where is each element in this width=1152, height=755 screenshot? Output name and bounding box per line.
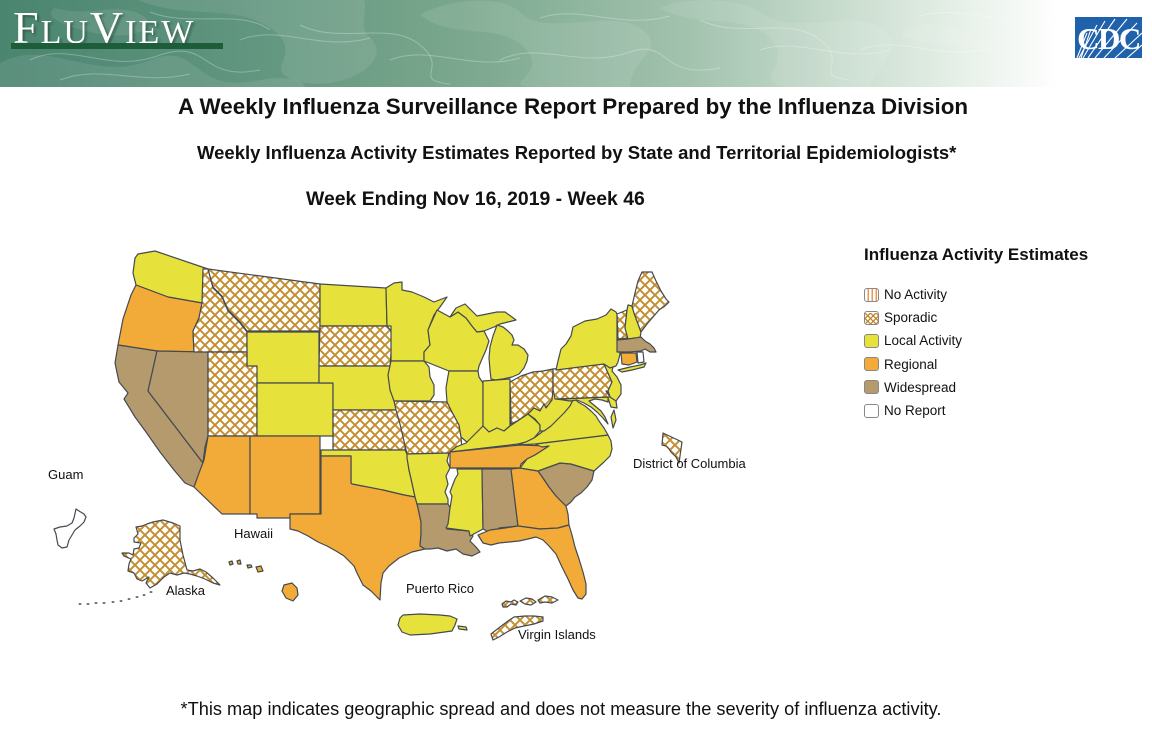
svg-text:Puerto Rico: Puerto Rico	[406, 581, 474, 596]
svg-text:District of Columbia: District of Columbia	[633, 456, 746, 471]
svg-text:Alaska: Alaska	[166, 583, 206, 598]
svg-text:Hawaii: Hawaii	[234, 526, 273, 541]
svg-text:Guam: Guam	[48, 467, 83, 482]
svg-text:CDC: CDC	[1077, 21, 1140, 56]
svg-text:Virgin Islands: Virgin Islands	[518, 627, 596, 642]
